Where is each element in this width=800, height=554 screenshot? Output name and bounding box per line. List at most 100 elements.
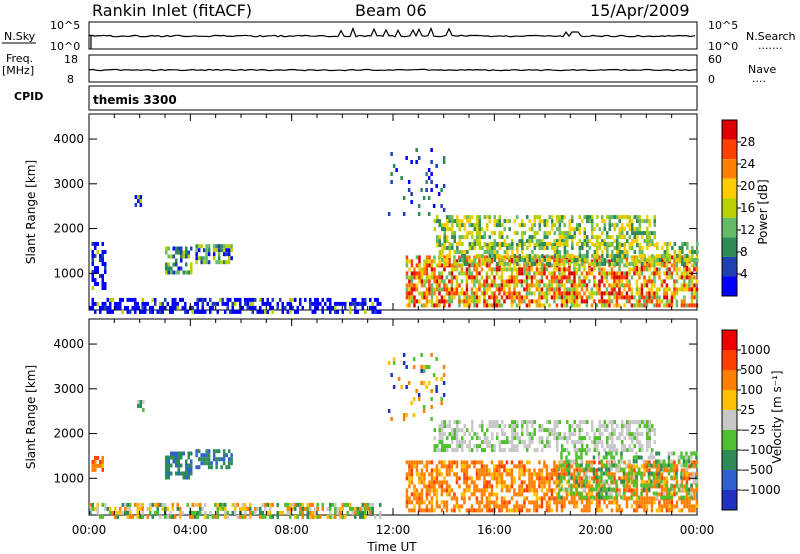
range-gate-cell <box>446 436 449 441</box>
range-gate-cell <box>526 239 529 244</box>
range-gate-cell <box>341 301 344 306</box>
range-gate-cell <box>177 270 180 275</box>
range-gate-cell <box>254 305 257 310</box>
range-gate-cell <box>296 502 299 507</box>
range-gate-cell <box>515 283 519 288</box>
range-gate-cell <box>91 459 94 464</box>
range-gate-cell <box>528 235 531 240</box>
range-gate-cell <box>687 491 691 496</box>
range-gate-cell <box>558 291 561 296</box>
range-gate-cell <box>540 496 544 501</box>
range-gate-cell <box>177 451 180 456</box>
range-gate-cell <box>528 508 531 513</box>
range-gate-cell <box>611 444 614 449</box>
range-gate-cell <box>503 468 506 473</box>
range-gate-cell <box>478 246 482 250</box>
range-gate-cell <box>194 309 197 314</box>
range-gate-cell <box>516 243 519 248</box>
range-gate-cell <box>418 291 421 296</box>
range-gate-cell <box>264 502 267 507</box>
range-gate-cell <box>366 506 369 511</box>
range-gate-cell <box>595 468 599 473</box>
range-gate-cell <box>576 223 579 228</box>
range-gate-cell <box>511 432 514 437</box>
range-gate-cell <box>603 223 606 228</box>
range-gate-cell <box>650 471 653 476</box>
range-gate-cell <box>563 460 566 465</box>
range-gate-cell <box>600 267 604 272</box>
range-gate-cell <box>688 250 692 254</box>
range-gate-cell <box>615 488 619 493</box>
range-gate-cell <box>605 463 608 468</box>
range-gate-cell <box>606 254 609 258</box>
range-gate-cell <box>576 258 579 262</box>
range-gate-cell <box>453 267 456 272</box>
range-gate-cell <box>506 254 509 258</box>
range-gate-cell <box>215 465 218 470</box>
range-gate-cell <box>215 248 218 253</box>
range-gate-cell <box>515 271 519 276</box>
range-gate-cell <box>690 295 694 300</box>
range-gate-cell <box>596 440 599 445</box>
range-gate-cell <box>249 305 252 310</box>
range-gate-cell <box>685 472 689 477</box>
range-gate-cell <box>413 299 416 304</box>
range-gate-cell <box>658 267 661 272</box>
range-gate-cell <box>618 287 621 292</box>
range-gate-cell <box>326 297 329 302</box>
range-gate-cell <box>615 495 618 500</box>
range-gate-cell <box>658 258 662 262</box>
range-gate-cell <box>583 215 586 220</box>
range-gate-cell <box>646 231 649 236</box>
range-gate-cell <box>643 219 646 224</box>
range-gate-cell <box>91 502 94 507</box>
range-gate-cell <box>525 303 529 308</box>
range-gate-cell <box>528 420 531 425</box>
range-gate-cell <box>575 475 578 480</box>
range-gate-cell <box>205 461 208 466</box>
range-gate-cell <box>435 500 439 505</box>
range-gate-cell <box>510 259 514 264</box>
range-gate-cell <box>520 279 524 284</box>
range-gate-cell <box>663 287 666 292</box>
range-gate-cell <box>670 495 673 500</box>
range-gate-cell <box>442 160 446 164</box>
range-gate-cell <box>613 239 616 244</box>
range-gate-cell <box>405 156 408 160</box>
range-gate-cell <box>430 480 434 485</box>
range-gate-cell <box>528 432 531 437</box>
range-gate-cell <box>101 262 104 266</box>
range-gate-cell <box>430 353 433 357</box>
range-gate-cell <box>675 483 678 488</box>
range-gate-cell <box>578 440 581 445</box>
range-gate-cell <box>638 448 641 453</box>
range-gate-cell <box>180 463 183 468</box>
range-gate-cell <box>201 297 204 302</box>
range-gate-cell <box>655 299 659 304</box>
range-gate-cell <box>578 246 582 250</box>
range-gate-cell <box>281 309 284 314</box>
range-gate-cell <box>111 510 114 515</box>
range-gate-cell <box>182 451 185 456</box>
range-gate-cell <box>608 420 611 425</box>
range-gate-cell <box>461 444 464 449</box>
range-gate-cell <box>463 488 466 493</box>
range-gate-cell <box>665 267 669 272</box>
range-gate-cell <box>269 502 272 507</box>
range-gate-cell <box>557 491 561 496</box>
range-gate-cell <box>473 291 476 296</box>
range-gate-cell <box>463 271 466 276</box>
range-gate-cell <box>623 275 626 280</box>
range-gate-cell <box>582 479 586 484</box>
range-gate-cell <box>541 242 544 246</box>
range-gate-cell <box>525 267 529 272</box>
range-gate-cell <box>616 258 619 262</box>
range-gate-cell <box>508 255 511 260</box>
range-gate-cell <box>620 279 624 284</box>
range-gate-cell <box>521 239 524 244</box>
range-gate-cell <box>643 283 646 288</box>
range-gate-cell <box>553 472 556 477</box>
range-gate-cell <box>443 424 446 429</box>
range-gate-cell <box>413 275 416 280</box>
range-gate-cell <box>565 295 569 300</box>
